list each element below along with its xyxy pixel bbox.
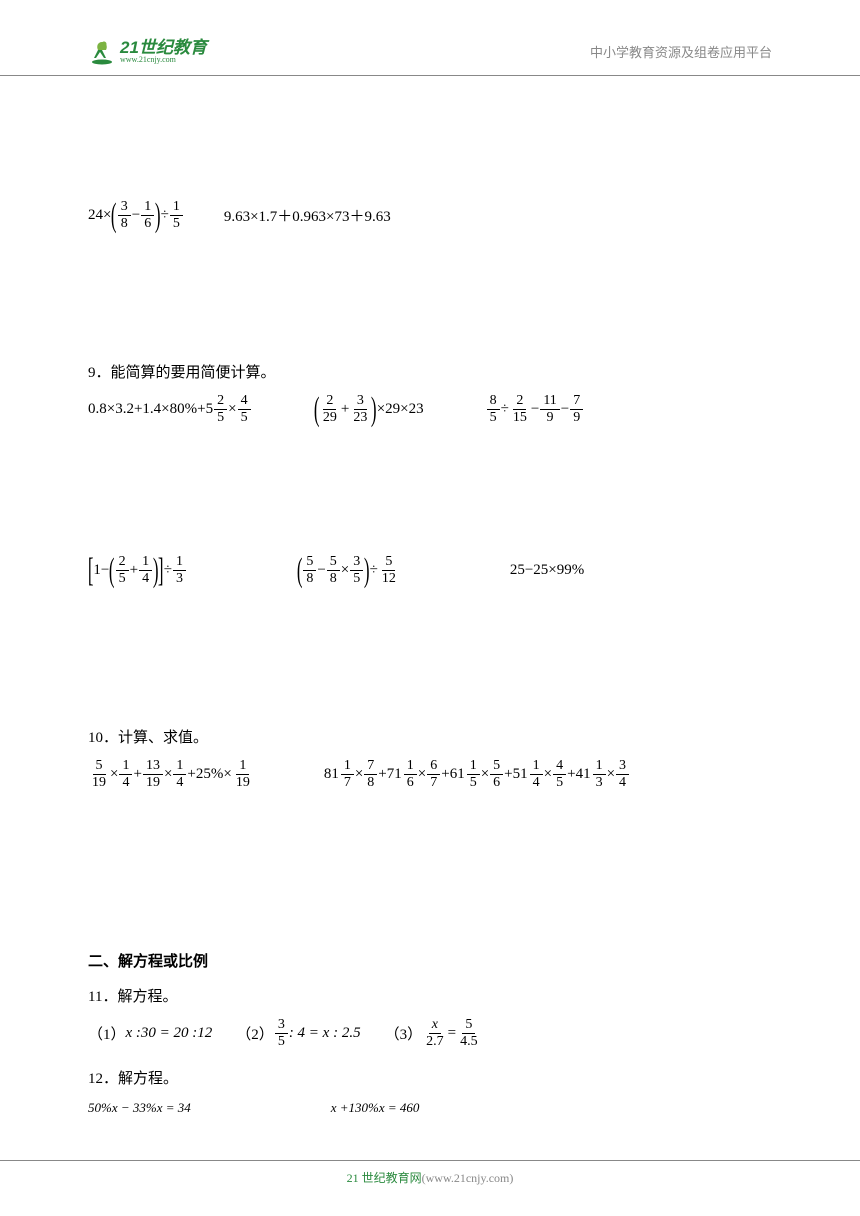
- problem-label: 11．解方程。: [88, 985, 772, 1006]
- expression: （1） x :30 = 20 :12: [88, 1023, 212, 1044]
- problem-label: 12．解方程。: [88, 1067, 772, 1088]
- expression: 0.8×3.2+1.4×80%+5 25 × 45: [88, 394, 252, 425]
- expression-row: （1） x :30 = 20 :12 （2） 35 : 4 = x : 2.5 …: [88, 1018, 772, 1049]
- problem-label: 9．能简算的要用简便计算。: [88, 361, 772, 382]
- page-header: 21世纪教育 www.21cnjy.com 中小学教育资源及组卷应用平台: [0, 28, 860, 76]
- expression: 50%x − 33%x = 34: [88, 1100, 191, 1116]
- logo: 21世纪教育 www.21cnjy.com: [88, 38, 207, 66]
- expression-row: 0.8×3.2+1.4×80%+5 25 × 45 ( 229 + 323 ) …: [88, 394, 772, 425]
- footer-url: (www.21cnjy.com): [422, 1171, 514, 1185]
- expression: 519 × 14 + 1319 × 14 +25%× 119: [88, 759, 254, 790]
- expression: [ 1− ( 25 + 14 ) ] ÷ 13: [88, 555, 187, 586]
- expression-row: 24× ( 38 − 16 ) ÷ 15 9.63×1.7＋0.963×73＋9…: [88, 200, 772, 231]
- expression: 9.63×1.7＋0.963×73＋9.63: [224, 205, 391, 226]
- expression: x +130%x = 460: [331, 1100, 420, 1116]
- problem-label: 10．计算、求值。: [88, 726, 772, 747]
- expression: 25−25×99%: [510, 562, 584, 579]
- expression: （3） x2.7 = 54.5: [385, 1018, 482, 1049]
- expression: ( 229 + 323 ) ×29×23: [314, 394, 424, 425]
- expression: 85 ÷ 215 − 119 − 79: [486, 394, 585, 425]
- expression: （2） 35 : 4 = x : 2.5: [236, 1018, 360, 1049]
- section-title: 二、解方程或比例: [88, 950, 772, 971]
- page-footer: 21 世纪教育网(www.21cnjy.com): [0, 1160, 860, 1186]
- expression-row: [ 1− ( 25 + 14 ) ] ÷ 13 ( 58 − 58 × 35 )…: [88, 555, 772, 586]
- logo-runner-icon: [88, 38, 116, 66]
- logo-text: 21世纪教育: [120, 39, 207, 56]
- page-content: 24× ( 38 − 16 ) ÷ 15 9.63×1.7＋0.963×73＋9…: [88, 120, 772, 1116]
- expression: 8117 × 78 +7116 × 67 +6115 × 56 +5114 × …: [324, 759, 630, 790]
- expression: 24× ( 38 − 16 ) ÷ 15: [88, 200, 184, 231]
- header-platform-text: 中小学教育资源及组卷应用平台: [590, 42, 772, 61]
- expression: ( 58 − 58 × 35 ) ÷ 512: [297, 555, 400, 586]
- footer-text: 21 世纪教育网: [347, 1171, 422, 1185]
- logo-url: www.21cnjy.com: [120, 56, 207, 64]
- expression-row: 519 × 14 + 1319 × 14 +25%× 119 8117 × 78…: [88, 759, 772, 790]
- expression-row: 50%x − 33%x = 34 x +130%x = 460: [88, 1100, 772, 1116]
